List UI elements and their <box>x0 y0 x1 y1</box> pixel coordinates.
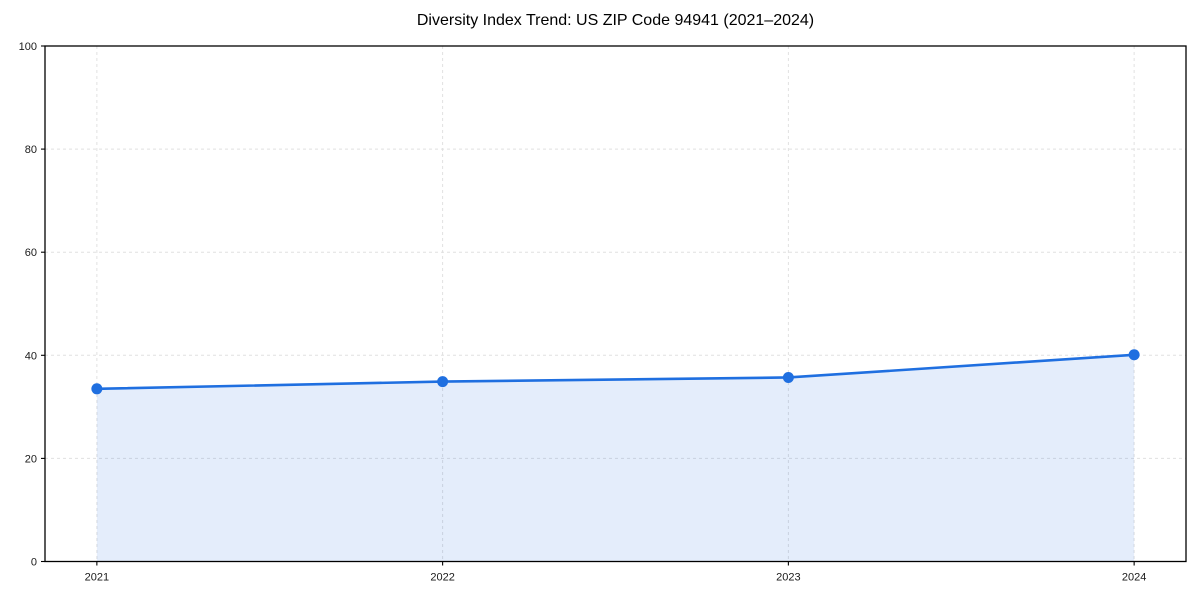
y-axis-tick-label: 40 <box>25 350 37 362</box>
data-point-marker <box>91 383 103 395</box>
x-axis-tick-label: 2023 <box>776 572 800 584</box>
data-point-marker <box>1128 349 1140 361</box>
chart-title: Diversity Index Trend: US ZIP Code 94941… <box>416 12 815 29</box>
x-axis-tick-label: 2022 <box>430 572 454 584</box>
y-axis-tick-label: 20 <box>25 453 37 465</box>
plot-border <box>44 45 1187 563</box>
x-axis-tick-label: 2021 <box>85 572 109 584</box>
y-axis-tick-label: 0 <box>31 557 37 569</box>
y-axis-tick-label: 100 <box>19 41 37 53</box>
data-point-marker <box>782 371 794 383</box>
trend-line <box>95 353 1136 391</box>
x-axis-tick-label: 2024 <box>1122 572 1146 584</box>
area-fill <box>96 354 1135 562</box>
data-point-marker <box>437 376 449 388</box>
y-axis-tick-label: 80 <box>25 144 37 156</box>
y-axis-tick-label: 60 <box>25 247 37 259</box>
